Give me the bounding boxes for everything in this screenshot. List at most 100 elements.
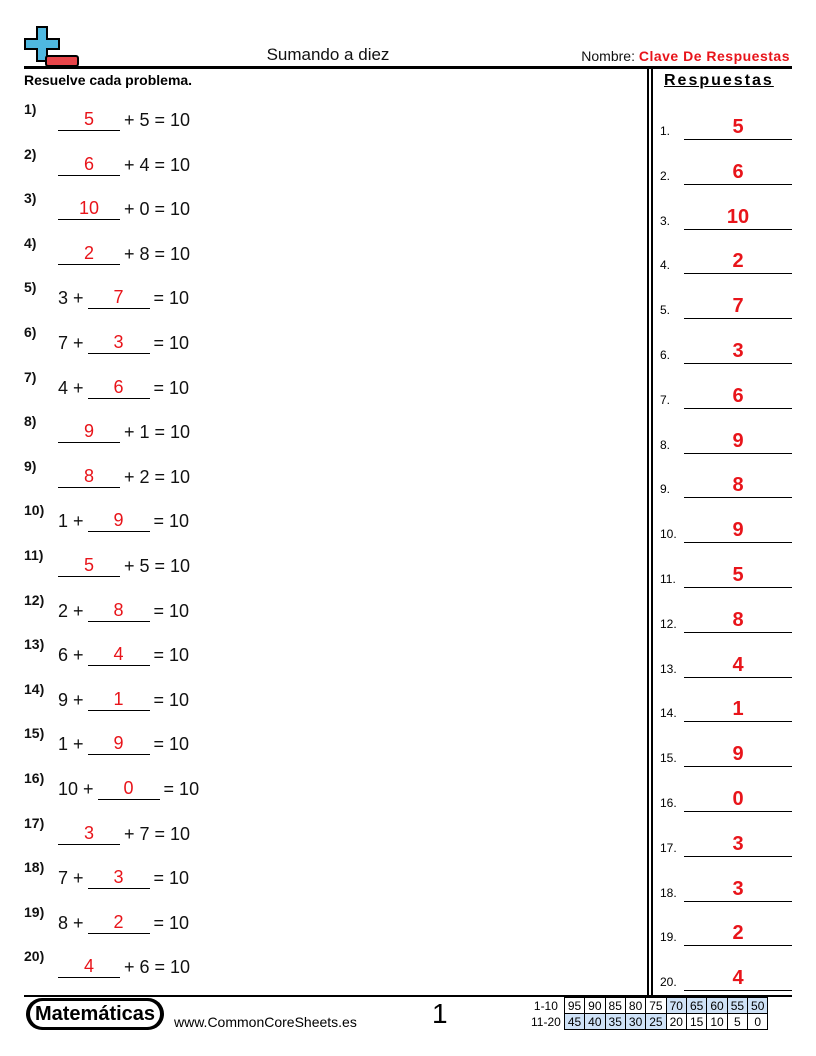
answer-blank[interactable]: 4 — [87, 643, 150, 667]
answer-blank[interactable]: 0 — [97, 777, 160, 800]
score-cell: 70 — [665, 997, 687, 1014]
answer-key-14: 14. 1 — [660, 692, 792, 723]
answer-blank[interactable]: 3 — [58, 822, 120, 845]
answer-blank[interactable]: 2 — [87, 911, 150, 934]
problem-prefix: 1 + — [58, 511, 84, 532]
score-cell: 75 — [645, 997, 667, 1014]
problem-2: 2) 6 + 4 = 10 — [24, 146, 190, 176]
problem-suffix: + 4 = 10 — [124, 154, 191, 175]
answer-value: 4 — [684, 966, 792, 992]
problem-prefix: 7 + — [58, 868, 84, 889]
problem-prefix: 8 + — [58, 912, 84, 933]
problem-5: 5) 3 +7 = 10 — [24, 279, 189, 310]
problem-number: 5) — [24, 279, 37, 296]
answer-number: 7. — [660, 392, 671, 407]
score-row-label: 1-10 — [533, 998, 558, 1013]
answer-key-20: 20. 4 — [660, 961, 792, 992]
score-cell: 85 — [604, 997, 626, 1014]
problem-number: 18) — [24, 859, 45, 876]
problem-number: 7) — [24, 368, 37, 385]
answer-value: 1 — [684, 697, 792, 723]
score-cell: 20 — [665, 1013, 687, 1030]
answer-value: 2 — [684, 921, 792, 947]
problem-prefix: 7 + — [58, 333, 84, 353]
answer-blank[interactable]: 8 — [58, 465, 120, 488]
answer-key-8: 8. 9 — [660, 424, 792, 454]
answer-blank[interactable]: 9 — [58, 420, 120, 444]
answer-blank[interactable]: 4 — [58, 955, 120, 979]
score-cell: 30 — [624, 1013, 647, 1030]
answer-blank[interactable]: 9 — [87, 509, 150, 533]
score-cell: 45 — [563, 1013, 586, 1030]
problem-1: 1) 5 + 5 = 10 — [24, 101, 190, 131]
answer-blank[interactable]: 3 — [87, 866, 150, 890]
problem-suffix: = 10 — [153, 333, 190, 353]
problem-9: 9) 8 + 2 = 10 — [24, 458, 190, 488]
problem-suffix: + 2 = 10 — [124, 466, 191, 487]
answer-value: 5 — [684, 115, 792, 140]
answer-blank[interactable]: 6 — [58, 153, 120, 176]
score-cell: 40 — [584, 1013, 606, 1030]
answer-value: 7 — [684, 294, 792, 320]
answer-blank[interactable]: 3 — [87, 331, 150, 354]
answer-key-18: 18. 3 — [660, 872, 792, 902]
answer-key-15: 15. 9 — [660, 737, 792, 768]
problem-prefix: 3 + — [58, 288, 84, 309]
answer-key-2: 2. 6 — [660, 155, 792, 185]
answer-blank[interactable]: 7 — [87, 286, 150, 310]
problem-prefix: 6 + — [58, 645, 84, 666]
problem-suffix: = 10 — [153, 689, 190, 710]
score-cell: 35 — [604, 1013, 626, 1030]
instructions: Resuelve cada problema. — [24, 72, 193, 88]
answer-value: 2 — [684, 249, 792, 275]
brand-badge: Matemáticas — [26, 998, 164, 1030]
problem-suffix: = 10 — [153, 912, 190, 933]
problem-suffix: + 0 = 10 — [124, 199, 191, 220]
problem-20: 20) 4 + 6 = 10 — [24, 948, 190, 979]
answer-value: 10 — [684, 205, 792, 230]
answer-blank[interactable]: 5 — [58, 108, 120, 131]
answer-key-4: 4. 2 — [660, 244, 792, 275]
answer-value: 6 — [684, 384, 792, 409]
answer-blank[interactable]: 6 — [87, 376, 150, 399]
problem-prefix: 1 + — [58, 734, 84, 755]
answer-number: 2. — [660, 168, 671, 183]
problem-4: 4) 2 + 8 = 10 — [24, 235, 190, 265]
answer-number: 18. — [660, 885, 677, 900]
column-divider — [651, 68, 653, 996]
answer-number: 1. — [660, 124, 671, 138]
answer-value: 3 — [684, 877, 792, 902]
answer-key-6: 6. 3 — [660, 334, 792, 364]
answer-number: 6. — [660, 348, 671, 362]
answer-blank[interactable]: 8 — [87, 599, 150, 622]
score-row: 1-10 95 90 85 80 75 70 65 60 55 50 — [528, 997, 769, 1014]
answer-value: 4 — [684, 653, 792, 678]
answer-key-17: 17. 3 — [660, 827, 792, 857]
answer-blank[interactable]: 1 — [87, 688, 150, 711]
problem-suffix: = 10 — [153, 511, 190, 532]
score-row: 11-20 45 40 35 30 25 20 15 10 5 0 — [528, 1013, 769, 1030]
answer-blank[interactable]: 10 — [58, 197, 120, 221]
answer-key-5: 5. 7 — [660, 289, 792, 320]
answer-value: 3 — [684, 832, 792, 857]
score-row-label: 11-20 — [531, 1014, 561, 1029]
answer-number: 13. — [660, 661, 677, 676]
problem-number: 19) — [24, 903, 45, 920]
problem-number: 9) — [24, 457, 37, 474]
answer-value: 9 — [684, 742, 792, 768]
score-cell: 65 — [685, 997, 708, 1014]
score-cell: 55 — [726, 997, 749, 1014]
answer-key-11: 11. 5 — [660, 558, 792, 588]
answer-blank[interactable]: 5 — [58, 554, 120, 577]
answer-number: 4. — [660, 258, 671, 273]
score-table: 1-10 95 90 85 80 75 70 65 60 55 50 11-20 45 40 35 30 25 2… — [528, 997, 769, 1030]
problem-number: 13) — [24, 636, 45, 653]
score-cell: 95 — [563, 997, 586, 1014]
answer-value: 9 — [684, 518, 792, 544]
answer-blank[interactable]: 2 — [58, 242, 120, 265]
problem-11: 11) 5 + 5 = 10 — [24, 547, 190, 577]
answer-blank[interactable]: 9 — [87, 732, 150, 756]
problem-suffix: = 10 — [153, 868, 190, 889]
answer-number: 16. — [660, 796, 677, 810]
score-cell: 60 — [706, 997, 728, 1014]
